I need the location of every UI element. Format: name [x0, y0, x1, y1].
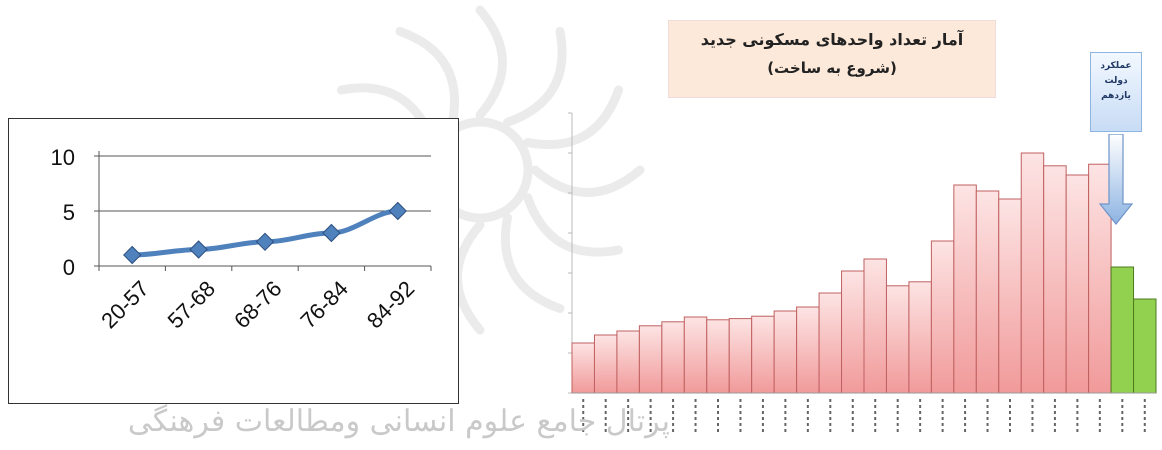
bar	[773, 310, 798, 394]
left-line-chart: 0 5 10 20-57 57-68 68-76 76-84 84-92	[8, 118, 459, 404]
right-bar-chart: آمار تعداد واحدهای مسکونی جدید (شروع به …	[500, 0, 1162, 450]
chart-title-box: آمار تعداد واحدهای مسکونی جدید (شروع به …	[668, 20, 996, 98]
rosette-petal	[500, 213, 565, 314]
bar	[930, 240, 955, 394]
bar	[818, 292, 843, 394]
bar	[751, 315, 775, 394]
x-tick-label: 84-92	[362, 276, 419, 333]
bar	[998, 198, 1022, 394]
rosette-petal	[503, 26, 567, 127]
series-point	[189, 240, 208, 259]
bar	[683, 316, 708, 394]
bar	[706, 319, 730, 394]
bar	[1020, 152, 1045, 394]
bar	[953, 184, 977, 394]
x-tick-label: 57-68	[163, 276, 220, 333]
series-point	[255, 232, 275, 251]
left-chart-canvas: 0 5 10 20-57 57-68 68-76 76-84 84-92	[51, 145, 432, 333]
x-tick-label: 20-57	[96, 276, 153, 333]
right-chart-canvas	[568, 112, 1157, 433]
down-arrow-icon	[1098, 134, 1134, 225]
rosette-petal	[523, 193, 624, 257]
bar	[593, 334, 618, 394]
bar	[885, 285, 910, 394]
bar	[863, 258, 887, 394]
y-tick-label: 5	[63, 200, 75, 225]
rosette-petal	[395, 26, 460, 127]
bar	[796, 306, 820, 394]
bar	[1043, 165, 1067, 394]
rosette-petal	[475, 5, 507, 120]
bar	[661, 321, 685, 394]
x-tick-label: 68-76	[229, 276, 286, 333]
series-point	[388, 201, 407, 221]
y-tick-label: 0	[63, 255, 75, 280]
bar-highlight	[1133, 298, 1157, 394]
bar	[616, 330, 640, 394]
chart-title: آمار تعداد واحدهای مسکونی جدید	[700, 30, 964, 49]
bar	[975, 190, 1000, 394]
bar	[638, 325, 663, 394]
bar	[571, 342, 595, 394]
bar	[841, 270, 865, 394]
series-point	[322, 223, 341, 243]
y-tick-label: 10	[51, 145, 75, 170]
series-point	[123, 245, 142, 265]
rosette-petal	[453, 220, 485, 335]
rosette-petal	[530, 165, 645, 197]
x-tick-label: 76-84	[295, 276, 352, 333]
bar	[1065, 174, 1090, 394]
bar	[728, 318, 753, 394]
government-annotation: عملکرد دولت یازدهم	[1090, 52, 1142, 132]
chart-subtitle: (شروع به ساخت)	[767, 59, 897, 77]
rosette-petal	[523, 85, 624, 150]
bar	[908, 281, 932, 394]
bar-highlight	[1110, 266, 1135, 394]
watermark-caption: پرتال جامع علوم انسانی ومطالعات فرهنگی	[127, 404, 670, 439]
